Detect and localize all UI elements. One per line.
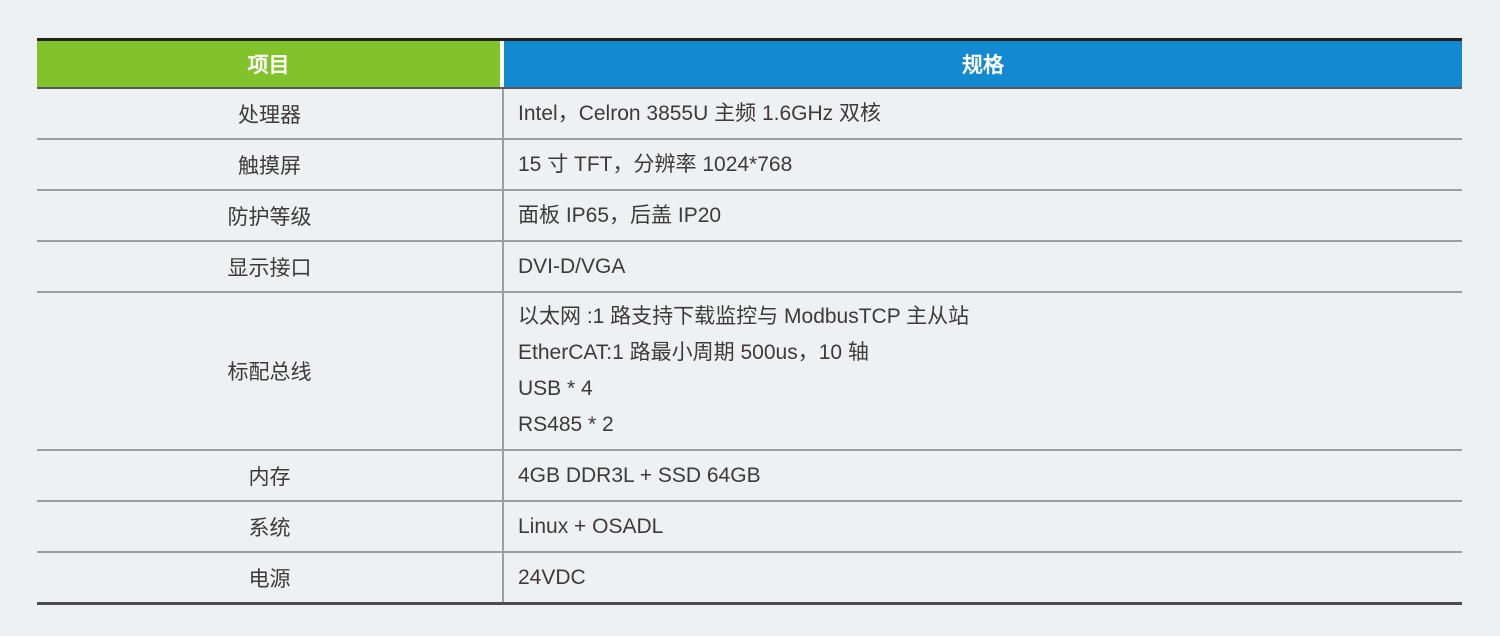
spec-line: 4GB DDR3L + SSD 64GB — [518, 463, 761, 487]
spec-line: RS485 * 2 — [518, 413, 614, 436]
spec-cell: 以太网 :1 路支持下载监控与 ModbusTCP 主从站 EtherCAT:1 … — [502, 293, 1462, 449]
item-cell: 标配总线 — [227, 361, 312, 384]
spec-cell: DVI-D/VGA — [502, 242, 1462, 291]
table-header-row: 项目 规格 — [37, 38, 1462, 87]
item-cell: 显示接口 — [227, 256, 312, 280]
table-row: 系统 Linux + OSADL — [37, 502, 1462, 553]
spec-line: 面板 IP65，后盖 IP20 — [518, 203, 722, 227]
table-body: 处理器 Intel，Celron 3855U 主频 1.6GHz 双核 触摸屏 … — [37, 87, 1462, 605]
spec-line: 24VDC — [518, 565, 586, 589]
spec-cell: Linux + OSADL — [502, 502, 1462, 551]
spec-table: 项目 规格 处理器 Intel，Celron 3855U 主频 1.6GHz 双… — [37, 38, 1462, 605]
spec-cell: 面板 IP65，后盖 IP20 — [502, 191, 1462, 240]
item-cell: 触摸屏 — [238, 154, 301, 178]
table-row: 显示接口 DVI-D/VGA — [37, 242, 1462, 293]
item-cell: 系统 — [248, 516, 291, 540]
spec-line: EtherCAT:1 路最小周期 500us，10 轴 — [518, 341, 869, 364]
table-row: 防护等级 面板 IP65，后盖 IP20 — [37, 191, 1462, 242]
spec-cell: 4GB DDR3L + SSD 64GB — [502, 451, 1462, 500]
header-cell-item: 项目 — [37, 41, 500, 87]
spec-line: Linux + OSADL — [518, 514, 664, 538]
table-row: 触摸屏 15 寸 TFT，分辨率 1024*768 — [37, 140, 1462, 191]
item-cell: 内存 — [248, 465, 291, 489]
header-divider — [500, 41, 504, 87]
item-cell: 处理器 — [238, 103, 301, 127]
spec-cell: Intel，Celron 3855U 主频 1.6GHz 双核 — [502, 89, 1462, 138]
spec-cell: 15 寸 TFT，分辨率 1024*768 — [502, 140, 1462, 189]
item-cell: 电源 — [248, 567, 291, 591]
table-row: 电源 24VDC — [37, 553, 1462, 602]
table-row: 处理器 Intel，Celron 3855U 主频 1.6GHz 双核 — [37, 89, 1462, 140]
spec-line: 15 寸 TFT，分辨率 1024*768 — [518, 152, 793, 176]
item-cell: 防护等级 — [227, 205, 312, 229]
table-row: 标配总线 以太网 :1 路支持下载监控与 ModbusTCP 主从站 EtherC… — [37, 293, 1462, 451]
table-row: 内存 4GB DDR3L + SSD 64GB — [37, 451, 1462, 502]
header-cell-spec: 规格 — [504, 41, 1462, 87]
spec-line: DVI-D/VGA — [518, 254, 626, 278]
spec-line: 以太网 :1 路支持下载监控与 ModbusTCP 主从站 — [518, 305, 970, 328]
spec-cell: 24VDC — [502, 553, 1462, 602]
spec-line: USB * 4 — [518, 377, 593, 400]
spec-line: Intel，Celron 3855U 主频 1.6GHz 双核 — [518, 101, 881, 125]
